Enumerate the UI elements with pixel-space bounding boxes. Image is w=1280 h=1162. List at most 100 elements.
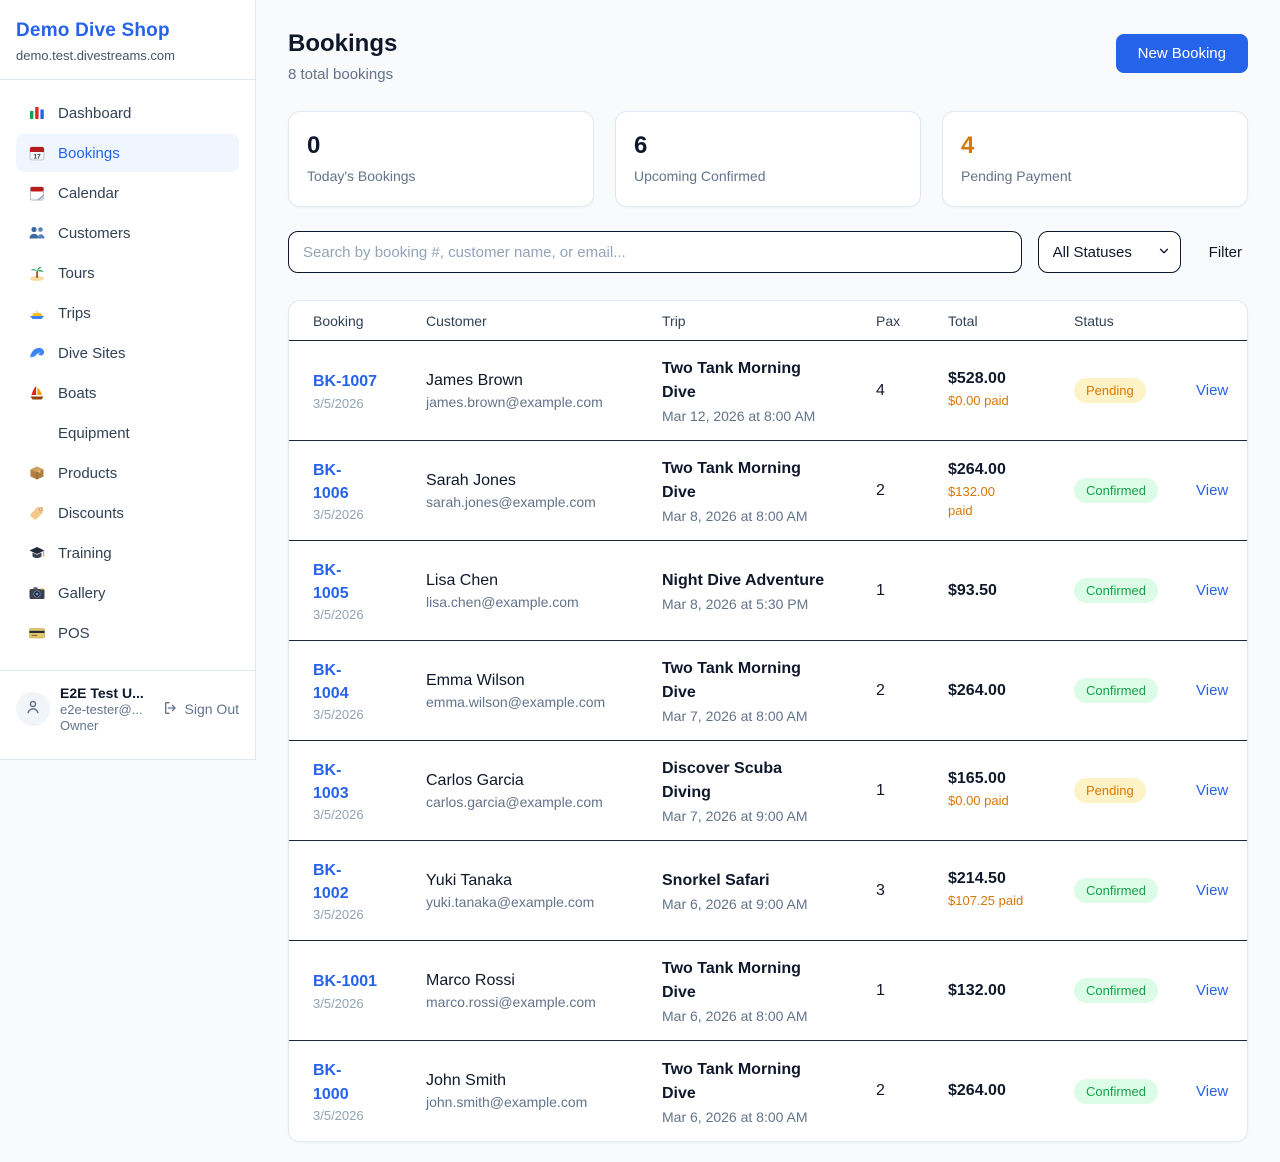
gallery-icon bbox=[28, 584, 46, 602]
booking-id-link[interactable]: BK- 1003 bbox=[313, 761, 349, 802]
new-booking-button[interactable]: New Booking bbox=[1115, 34, 1248, 73]
paid-amount: $107.25 paid bbox=[948, 893, 1024, 909]
view-link[interactable]: View bbox=[1196, 582, 1229, 599]
svg-text:17: 17 bbox=[33, 154, 41, 161]
sidebar-item-discounts[interactable]: Discounts bbox=[16, 494, 239, 532]
user-box: E2E Test U... e2e-tester@... Owner Sign … bbox=[0, 670, 255, 749]
view-link[interactable]: View bbox=[1196, 782, 1229, 799]
total-amount: $214.50 bbox=[948, 870, 1006, 888]
customer-email: emma.wilson@example.com bbox=[426, 693, 606, 710]
booking-id-link[interactable]: BK- 1006 bbox=[313, 461, 349, 502]
status-cell: Confirmed bbox=[1074, 678, 1196, 703]
booking-date: 3/5/2026 bbox=[313, 907, 364, 923]
column-header-customer: Customer bbox=[426, 312, 487, 329]
view-cell: View bbox=[1196, 582, 1228, 599]
sign-out-button[interactable]: Sign Out bbox=[163, 700, 239, 719]
customer-email: marco.rossi@example.com bbox=[426, 993, 596, 1010]
products-icon bbox=[28, 464, 46, 482]
filter-button[interactable]: Filter bbox=[1208, 243, 1242, 261]
booking-id-link[interactable]: BK- 1005 bbox=[313, 561, 349, 602]
sidebar-item-tours[interactable]: Tours bbox=[16, 254, 239, 292]
sidebar-item-dive-sites[interactable]: Dive Sites bbox=[16, 334, 239, 372]
page-subtitle: 8 total bookings bbox=[288, 66, 394, 83]
view-link[interactable]: View bbox=[1196, 1082, 1229, 1100]
trip-name: Two Tank Morning Dive bbox=[662, 360, 801, 401]
booking-date: 3/5/2026 bbox=[313, 707, 364, 723]
view-link[interactable]: View bbox=[1196, 682, 1229, 699]
status-badge: Confirmed bbox=[1074, 678, 1158, 703]
table-row: BK-1007 3/5/2026 James Brown james.brown@ex… bbox=[289, 341, 1247, 441]
sidebar-item-dashboard[interactable]: Dashboard bbox=[16, 94, 239, 132]
customers-icon bbox=[28, 224, 46, 242]
main-content: Bookings 8 total bookings New Booking 0 T… bbox=[256, 0, 1280, 1142]
sidebar-item-training[interactable]: Training bbox=[16, 534, 239, 572]
trip-datetime: Mar 8, 2026 at 8:00 AM bbox=[662, 508, 808, 524]
search-input[interactable] bbox=[288, 231, 1022, 273]
status-badge: Confirmed bbox=[1074, 1078, 1158, 1104]
booking-cell: BK-1007 3/5/2026 bbox=[313, 370, 426, 410]
booking-date: 3/5/2026 bbox=[313, 807, 364, 823]
total-cell: $264.00 $132.00 paid bbox=[948, 461, 1074, 521]
sidebar-item-pos[interactable]: POS bbox=[16, 614, 239, 652]
status-select[interactable]: All Statuses bbox=[1037, 231, 1181, 273]
pax-cell: 1 bbox=[876, 781, 885, 799]
total-amount: $165.00 bbox=[948, 770, 1006, 788]
stat-label: Pending Payment bbox=[961, 168, 1072, 184]
sidebar-item-label: Boats bbox=[58, 384, 97, 402]
avatar bbox=[16, 692, 50, 726]
booking-cell: BK- 1006 3/5/2026 bbox=[313, 459, 426, 522]
trip-datetime: Mar 6, 2026 at 8:00 AM bbox=[662, 1008, 808, 1024]
customer-email: john.smith@example.com bbox=[426, 1094, 588, 1110]
customer-cell: Emma Wilson emma.wilson@example.com bbox=[426, 672, 662, 710]
sidebar-item-boats[interactable]: Boats bbox=[16, 374, 239, 412]
view-link[interactable]: View bbox=[1196, 982, 1229, 999]
sidebar-header: Demo Dive Shop demo.test.divestreams.com bbox=[0, 0, 255, 80]
column-header-trip: Trip bbox=[662, 312, 686, 329]
booking-date: 3/5/2026 bbox=[313, 507, 364, 523]
sidebar-item-customers[interactable]: Customers bbox=[16, 214, 239, 252]
view-link[interactable]: View bbox=[1196, 382, 1229, 399]
trip-name: Two Tank Morning Dive bbox=[662, 1060, 801, 1102]
bookings-table: Booking Customer Trip Pax Total Status BK-100… bbox=[288, 300, 1248, 1142]
trip-name: Discover Scuba Diving bbox=[662, 760, 783, 801]
sidebar-item-label: Tours bbox=[58, 264, 95, 282]
trip-datetime: Mar 7, 2026 at 8:00 AM bbox=[662, 708, 808, 724]
sidebar-item-calendar[interactable]: Calendar bbox=[16, 174, 239, 212]
customer-name: Sarah Jones bbox=[426, 471, 516, 489]
page-title: Bookings bbox=[288, 30, 398, 57]
status-badge: Confirmed bbox=[1074, 578, 1158, 603]
booking-id-link[interactable]: BK- 1000 bbox=[313, 1062, 349, 1103]
stat-card-pending-payment: 4 Pending Payment bbox=[942, 111, 1248, 207]
view-cell: View bbox=[1196, 682, 1228, 699]
brand-domain: demo.test.divestreams.com bbox=[16, 48, 175, 63]
booking-id-link[interactable]: BK-1001 bbox=[313, 973, 378, 991]
view-link[interactable]: View bbox=[1196, 482, 1229, 499]
sign-out-icon bbox=[163, 700, 179, 719]
table-row: BK- 1004 3/5/2026 Emma Wilson emma.wilson@ex… bbox=[289, 641, 1247, 741]
booking-id-link[interactable]: BK-1007 bbox=[313, 373, 378, 391]
sidebar-item-bookings[interactable]: 17 Bookings bbox=[16, 134, 239, 172]
trips-icon bbox=[28, 304, 46, 322]
booking-id-link[interactable]: BK- 1002 bbox=[313, 861, 349, 902]
booking-cell: BK- 1004 3/5/2026 bbox=[313, 659, 426, 722]
sidebar-item-label: Calendar bbox=[58, 184, 119, 202]
sidebar-item-products[interactable]: Products bbox=[16, 454, 239, 492]
booking-cell: BK- 1000 3/5/2026 bbox=[313, 1059, 426, 1122]
stat-label: Upcoming Confirmed bbox=[634, 168, 766, 184]
sidebar-item-trips[interactable]: Trips bbox=[16, 294, 239, 332]
customer-cell: James Brown james.brown@example.com bbox=[426, 372, 662, 410]
sidebar-item-label: Gallery bbox=[58, 584, 106, 602]
pax-cell: 1 bbox=[876, 981, 885, 999]
booking-id-link[interactable]: BK- 1004 bbox=[313, 661, 349, 702]
view-link[interactable]: View bbox=[1196, 882, 1229, 899]
total-amount: $264.00 bbox=[948, 1082, 1006, 1099]
status-cell: Confirmed bbox=[1074, 478, 1196, 503]
total-cell: $264.00 bbox=[948, 682, 1074, 700]
sidebar-item-gallery[interactable]: Gallery bbox=[16, 574, 239, 612]
stat-value: 0 bbox=[307, 132, 321, 159]
customer-name: John Smith bbox=[426, 1072, 507, 1089]
sidebar-item-equipment[interactable]: Equipment bbox=[16, 414, 239, 452]
brand-title: Demo Dive Shop bbox=[16, 20, 170, 41]
pax-cell: 2 bbox=[876, 1082, 885, 1099]
total-cell: $165.00 $0.00 paid bbox=[948, 770, 1074, 811]
